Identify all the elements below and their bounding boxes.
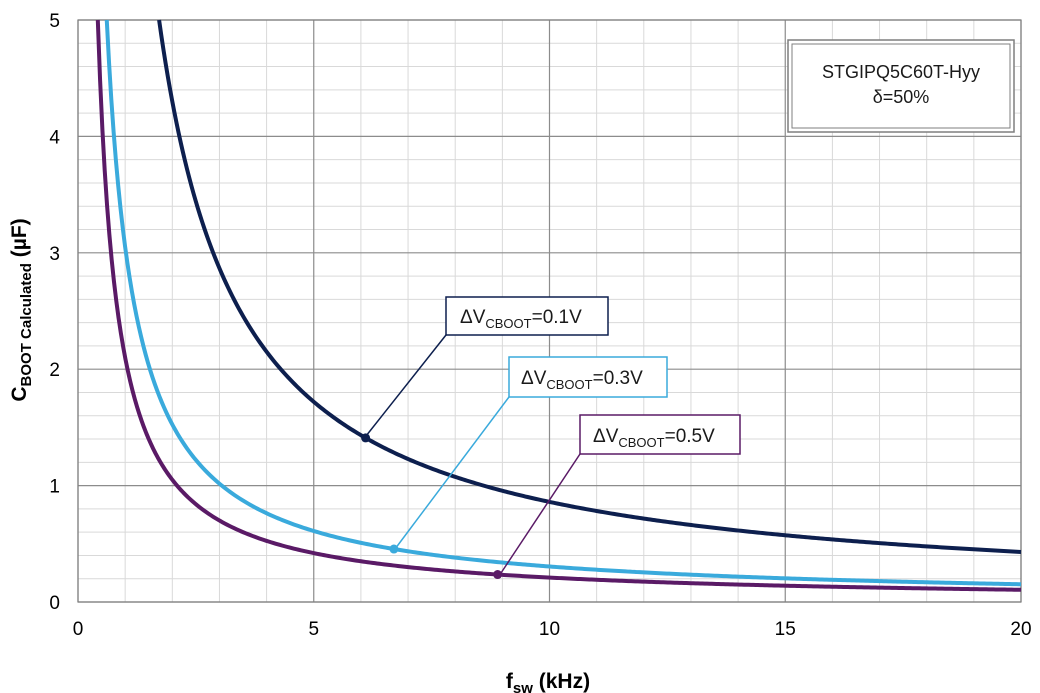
annotation-leader-0 bbox=[365, 334, 447, 437]
x-axis-title: fsw (kHz) bbox=[506, 670, 590, 693]
y-tick-labels: 0 1 2 3 4 5 bbox=[49, 11, 60, 614]
annotation-main-2: ΔV bbox=[593, 426, 619, 447]
legend-box: STGIPQ5C60T-Hyy δ=50% bbox=[787, 39, 1015, 133]
y-axis-title-main: C bbox=[8, 386, 31, 401]
y-tick-label: 0 bbox=[49, 593, 60, 614]
x-axis-title-unit: (kHz) bbox=[533, 670, 590, 693]
series-marker-2 bbox=[493, 570, 503, 580]
annotation-sub-2: CBOOT bbox=[618, 435, 664, 450]
x-tick-label: 20 bbox=[1010, 619, 1031, 640]
x-axis-title-sub: sw bbox=[513, 680, 533, 693]
x-axis-title-main: f bbox=[506, 670, 514, 693]
annotation-series-0: ΔVCBOOT=0.1V bbox=[365, 296, 609, 437]
annotation-label-0: ΔVCBOOT=0.1V bbox=[460, 307, 582, 331]
x-tick-label: 5 bbox=[308, 619, 319, 640]
y-tick-label: 4 bbox=[49, 127, 60, 148]
annotation-series-1: ΔVCBOOT=0.3V bbox=[394, 356, 668, 550]
annotations: ΔVCBOOT=0.1V ΔVCBOOT=0.3V ΔVCBOOT=0.5V bbox=[365, 296, 741, 577]
annotation-tail-0: =0.1V bbox=[532, 307, 583, 328]
x-tick-label: 10 bbox=[539, 619, 560, 640]
plot-frame bbox=[77, 19, 1022, 603]
series-line-2 bbox=[95, 19, 1022, 592]
y-axis-title-sub: BOOT Calculated bbox=[18, 263, 35, 386]
annotation-sub-0: CBOOT bbox=[485, 316, 531, 331]
annotation-main-0: ΔV bbox=[460, 307, 486, 328]
annotation-box-2 bbox=[579, 414, 741, 455]
annotation-main-1: ΔV bbox=[521, 368, 547, 389]
x-tick-labels: 0 5 10 15 20 bbox=[73, 619, 1032, 640]
x-tick-label: 15 bbox=[775, 619, 796, 640]
y-axis-title: CBOOT Calculated (µF) bbox=[8, 218, 35, 401]
x-tick-label: 0 bbox=[73, 619, 84, 640]
annotation-tail-1: =0.3V bbox=[593, 368, 644, 389]
annotation-leader-1 bbox=[394, 396, 510, 550]
y-tick-label: 3 bbox=[49, 244, 60, 265]
annotation-sub-1: CBOOT bbox=[546, 377, 592, 392]
annotation-box-0 bbox=[445, 296, 609, 336]
y-tick-label: 2 bbox=[49, 360, 60, 381]
annotation-leader-2 bbox=[498, 453, 581, 577]
annotation-series-2: ΔVCBOOT=0.5V bbox=[498, 414, 741, 577]
annotation-tail-2: =0.5V bbox=[665, 426, 716, 447]
y-tick-label: 5 bbox=[49, 11, 60, 32]
legend-box-line1: STGIPQ5C60T-Hyy bbox=[822, 62, 980, 82]
y-axis-title-unit: (µF) bbox=[8, 218, 31, 263]
legend-box-line2: δ=50% bbox=[873, 87, 930, 107]
series-line-0 bbox=[157, 19, 1022, 554]
series-curves bbox=[95, 19, 1022, 592]
annotation-box-1 bbox=[508, 356, 668, 398]
series-line-1 bbox=[104, 19, 1022, 587]
annotation-label-1: ΔVCBOOT=0.3V bbox=[521, 368, 643, 392]
annotation-label-2: ΔVCBOOT=0.5V bbox=[593, 426, 715, 450]
series-marker-0 bbox=[361, 433, 371, 443]
y-tick-label: 1 bbox=[49, 477, 60, 498]
